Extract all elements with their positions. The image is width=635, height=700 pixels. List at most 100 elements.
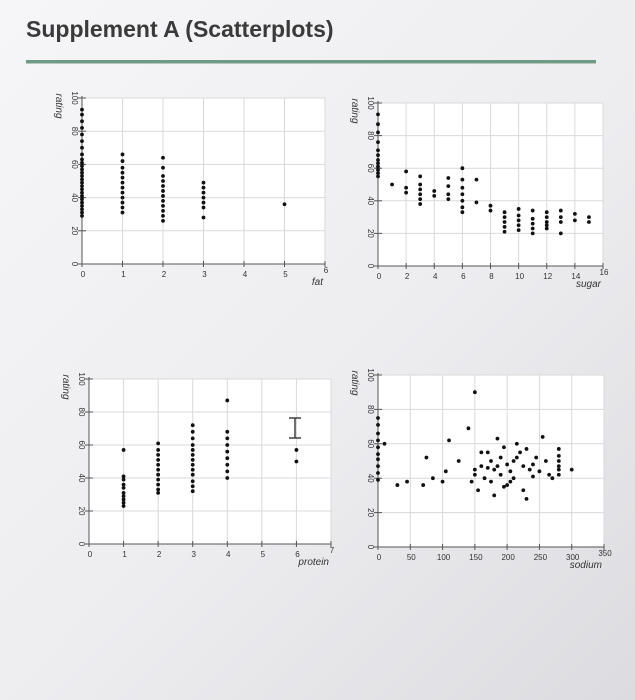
data-point	[516, 207, 521, 211]
x-axis-label: fat	[312, 277, 324, 288]
data-point	[156, 448, 161, 452]
text-cursor-icon	[289, 417, 301, 439]
data-point	[516, 228, 521, 233]
data-point	[201, 205, 206, 210]
data-point	[376, 140, 380, 145]
data-point	[544, 215, 549, 220]
data-point	[418, 182, 423, 187]
data-point	[80, 204, 84, 208]
x-tick-label: 0	[377, 272, 382, 281]
y-tick-label: 20	[366, 229, 375, 238]
data-point	[161, 174, 165, 178]
data-point	[587, 220, 591, 224]
x-tick-label: 1	[122, 550, 127, 559]
x-tick-label: 10	[515, 272, 524, 281]
data-point	[120, 200, 125, 205]
x-tick-label: 16	[600, 268, 609, 277]
x-axis-label: sodium	[570, 560, 602, 571]
data-point	[530, 221, 535, 226]
data-point	[80, 164, 84, 168]
data-point	[543, 459, 548, 463]
data-point	[225, 398, 230, 403]
data-point	[225, 469, 230, 474]
data-point	[505, 462, 510, 467]
data-point	[376, 148, 380, 153]
x-tick-label: 14	[571, 272, 580, 281]
data-point	[201, 180, 206, 185]
data-point	[190, 457, 195, 462]
y-tick-label: 20	[70, 226, 79, 235]
data-point	[547, 472, 552, 477]
data-point	[80, 167, 84, 172]
x-tick-label: 150	[469, 553, 483, 562]
data-point	[376, 464, 380, 469]
data-point	[472, 390, 477, 395]
data-point	[201, 200, 206, 205]
data-point	[376, 153, 380, 158]
data-point	[376, 158, 380, 162]
y-tick-label: 0	[366, 264, 375, 269]
data-point	[156, 457, 161, 462]
data-point	[80, 184, 84, 188]
data-point	[508, 479, 513, 484]
data-point	[201, 190, 206, 195]
data-point	[190, 429, 195, 434]
data-point	[156, 472, 161, 477]
data-point	[524, 447, 529, 451]
data-point	[161, 199, 165, 203]
data-point	[544, 223, 549, 228]
y-tick-label: 20	[366, 508, 375, 517]
x-tick-label: 250	[534, 553, 548, 562]
data-point	[80, 139, 84, 144]
data-point	[556, 467, 561, 472]
data-point	[120, 180, 125, 185]
data-point	[405, 479, 409, 484]
data-point	[447, 438, 451, 443]
data-point	[443, 469, 448, 474]
data-point	[488, 203, 493, 208]
x-tick-label: 5	[261, 550, 266, 559]
data-point	[201, 195, 206, 200]
data-point	[120, 190, 125, 195]
x-tick-label: 5	[283, 270, 288, 279]
y-tick-label: 60	[366, 164, 375, 173]
data-point	[120, 210, 125, 215]
y-tick-label: 80	[70, 127, 79, 136]
scatterplot-sodium-rating: 0 20 40 60 80 100 0 50 100 150 200 250 300 350 sodium r…	[349, 368, 612, 571]
data-point	[190, 472, 195, 477]
data-point	[294, 459, 299, 464]
title-underline	[26, 60, 596, 63]
data-point	[488, 208, 493, 213]
data-point	[514, 441, 519, 446]
data-point	[121, 486, 126, 490]
y-tick-label: 40	[366, 474, 375, 483]
x-tick-label: 4	[226, 550, 231, 559]
data-point	[495, 464, 500, 469]
data-point	[156, 441, 161, 446]
data-point	[540, 435, 545, 439]
data-point	[516, 218, 521, 223]
data-point	[460, 210, 465, 215]
data-point	[121, 474, 126, 479]
data-point	[446, 197, 451, 202]
data-point	[476, 488, 480, 493]
data-point	[424, 455, 429, 460]
x-tick-label: 2	[405, 272, 410, 281]
data-point	[530, 226, 535, 231]
data-point	[376, 130, 380, 135]
data-point	[190, 489, 195, 494]
data-point	[80, 190, 84, 195]
data-point	[161, 213, 165, 218]
data-point	[190, 462, 195, 467]
data-point	[485, 450, 490, 455]
data-point	[460, 166, 465, 171]
data-point	[121, 477, 126, 482]
data-point	[190, 443, 195, 447]
data-point	[376, 457, 380, 462]
data-point	[80, 145, 84, 150]
data-point	[446, 176, 451, 180]
data-point	[558, 215, 563, 220]
data-point	[121, 497, 126, 502]
data-point	[531, 462, 535, 467]
